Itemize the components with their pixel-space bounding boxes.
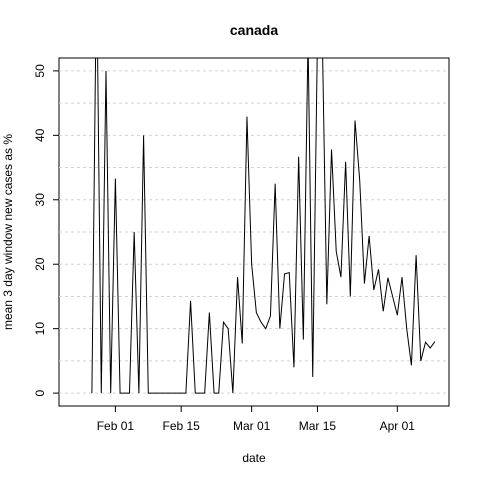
y-tick-label: 20 [33, 257, 47, 271]
y-tick-label: 30 [33, 193, 47, 207]
y-axis-label: mean 3 day window new cases as % [1, 134, 15, 330]
x-tick-label: Mar 01 [233, 419, 271, 433]
x-tick-label: Apr 01 [380, 419, 416, 433]
x-tick-label: Feb 01 [97, 419, 135, 433]
x-tick-label: Mar 15 [299, 419, 337, 433]
y-tick-label: 40 [33, 128, 47, 142]
chart-title: canada [230, 22, 278, 38]
data-line [91, 58, 436, 394]
y-tick-label: 10 [33, 322, 47, 336]
x-tick-label: Feb 15 [162, 419, 200, 433]
y-tick-label: 0 [33, 389, 47, 396]
y-tick-label: 50 [33, 64, 47, 78]
x-axis-label: date [242, 451, 266, 465]
